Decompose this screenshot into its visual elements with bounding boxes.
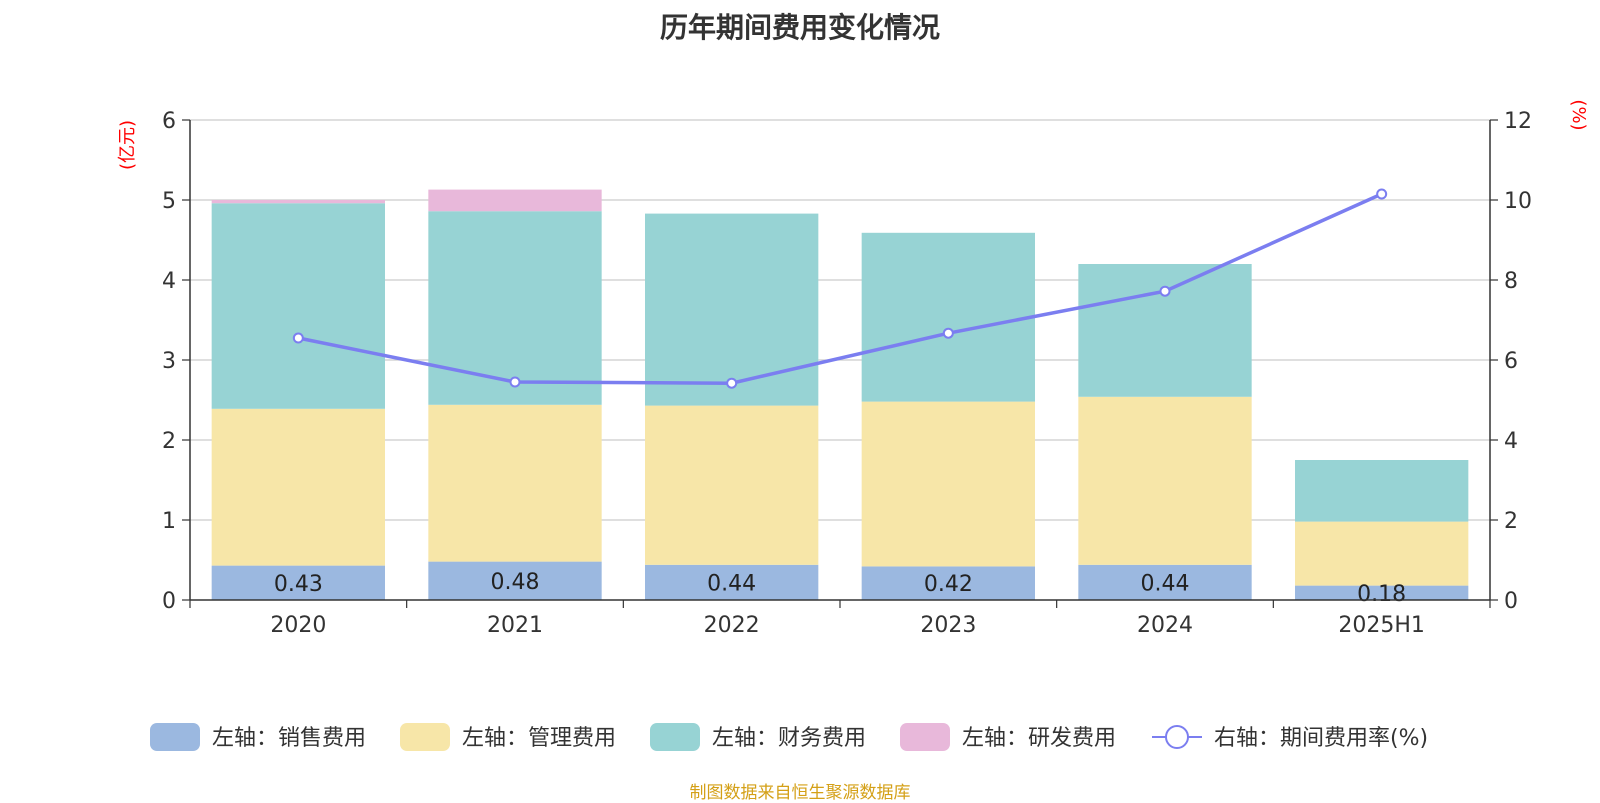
left-axis-tick-label: 5 [162,189,176,214]
left-axis-tick-label: 3 [162,349,176,374]
rate-line-point [1376,188,1388,200]
right-axis-tick-label: 12 [1504,109,1532,134]
left-axis-tick-label: 4 [162,269,176,294]
bar-data-label: 0.44 [707,571,756,596]
legend-swatch [650,723,700,751]
bar-segment [1295,521,1469,586]
x-axis-tick-label: 2020 [270,613,326,638]
legend: 左轴：销售费用 左轴：管理费用 左轴：财务费用 左轴：研发费用 右轴：期间费用率(%) [150,723,1428,751]
axes: 0 01 22 43 64 85 106 12(亿元)(%)2020 2021 2022 2023 2… [117,99,1589,638]
rate-line-point [942,327,954,339]
right-axis-tick-label: 2 [1504,509,1518,534]
rate-line-point [1159,285,1171,297]
bar-data-label: 0.44 [1141,571,1190,596]
legend-swatch [150,723,200,751]
bar-segment [211,565,385,600]
legend-marker [1165,725,1189,749]
bar-segment [428,404,602,562]
x-axis-tick-label: 2025H1 [1338,613,1425,638]
bar-segment [1078,564,1252,600]
rate-line-point [292,332,304,344]
bar-segment [1295,585,1469,600]
right-axis-tick-label: 8 [1504,269,1518,294]
source-note: 制图数据来自恒生聚源数据库 [689,783,911,803]
rate-line-point [509,376,521,388]
legend-label: 右轴：期间费用率(%) [1214,726,1428,751]
bar-segment [645,213,819,406]
bar-segment [211,203,385,409]
bar-segment [861,566,1035,600]
left-axis-tick-label: 2 [162,429,176,454]
left-axis-tick-label: 0 [162,589,176,614]
legend-label: 左轴：研发费用 [962,726,1116,751]
right-axis-tick-label: 0 [1504,589,1518,614]
bar-segment [1078,396,1252,565]
bar-segment [861,232,1035,402]
bar-segment [428,189,602,212]
bar-segment [1078,264,1252,397]
bar-segment [861,401,1035,567]
x-axis-tick-label: 2023 [920,613,976,638]
legend-label: 左轴：财务费用 [712,726,866,751]
chart-title: 历年期间费用变化情况 [659,11,940,44]
bar-data-label: 0.43 [274,572,323,597]
bar-data-label: 0.18 [1357,582,1406,607]
x-axis-tick-label: 2021 [487,613,543,638]
bar-segment [1295,460,1469,522]
left-axis-tick-label: 1 [162,509,176,534]
bar-segment [645,564,819,600]
bar-segment [645,405,819,565]
bar-segment [211,200,385,204]
legend-label: 左轴：销售费用 [212,726,366,751]
data-labels: 0.43 0.48 0.44 0.42 0.44 0.18 [274,570,1406,607]
bar-data-label: 0.42 [924,572,973,597]
left-axis-tick-label: 6 [162,109,176,134]
bar-data-label: 0.48 [491,570,540,595]
right-axis-tick-label: 6 [1504,349,1518,374]
bar-segment [211,408,385,566]
bar-segment [428,211,602,405]
bar-series [211,189,1469,600]
right-axis-tick-label: 4 [1504,429,1518,454]
right-axis-tick-label: 10 [1504,189,1532,214]
legend-swatch [900,723,950,751]
x-axis-tick-label: 2022 [704,613,760,638]
rate-line-series [292,188,1388,389]
x-axis-tick-label: 2024 [1137,613,1193,638]
legend-label: 左轴：管理费用 [462,726,616,751]
right-axis-unit: (%) [1568,99,1589,130]
legend-swatch [400,723,450,751]
rate-line-point [726,377,738,389]
left-axis-unit: (亿元) [117,120,138,170]
bar-segment [428,561,602,600]
rate-line [297,192,1383,385]
